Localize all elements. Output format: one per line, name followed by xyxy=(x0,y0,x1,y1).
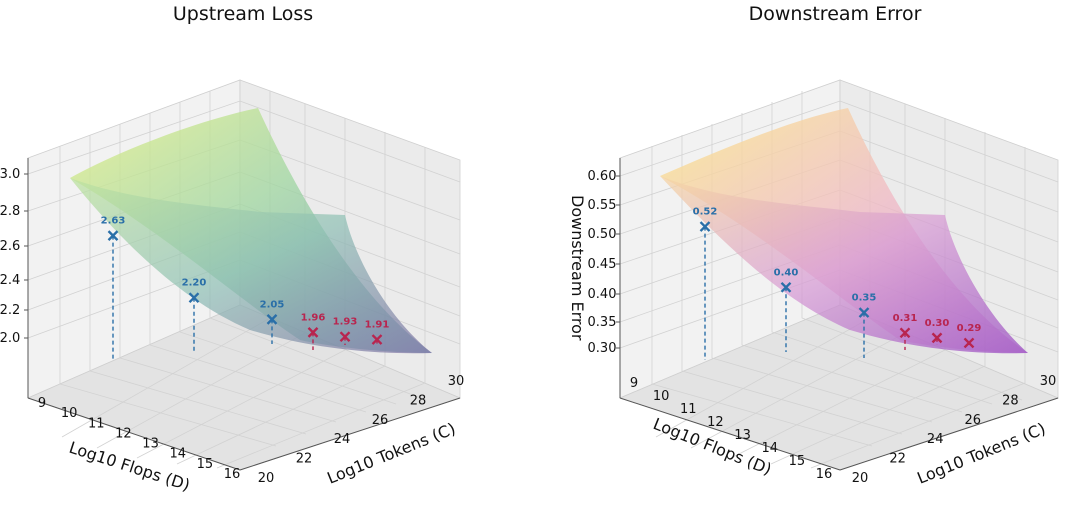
z-tick-label: 0.60 xyxy=(588,169,617,184)
data-label: 0.29 xyxy=(957,323,982,334)
y-tick-label: 24 xyxy=(334,432,351,447)
z-axis-label: Downstream Error xyxy=(568,195,587,341)
chart-title: Upstream Loss xyxy=(173,3,313,25)
data-label: 1.96 xyxy=(301,312,326,323)
z-tick-label: 3.0 xyxy=(0,167,20,182)
data-label: 2.05 xyxy=(260,299,285,310)
data-point-marker xyxy=(371,334,383,345)
x-tick-label: 11 xyxy=(88,416,105,431)
data-label: 1.91 xyxy=(365,320,390,331)
z-tick-label: 0.35 xyxy=(588,315,617,330)
z-tick-label: 2.4 xyxy=(0,273,20,288)
x-axis-line xyxy=(619,397,841,471)
loss-surface-front xyxy=(70,178,432,354)
data-label: 2.20 xyxy=(182,278,207,289)
x-tick-label: 15 xyxy=(197,457,214,472)
z-tick-label: 0.45 xyxy=(588,257,617,272)
z-tick-labels: 0.30 0.35 0.40 0.45 0.50 0.55 0.60 xyxy=(588,169,620,356)
x-tick-label: 16 xyxy=(816,467,833,482)
z-tick-label: 0.30 xyxy=(588,341,617,356)
data-label: 0.52 xyxy=(693,207,718,218)
y-tick-label: 26 xyxy=(965,413,982,428)
y-tick-labels: 20 22 24 26 28 30 xyxy=(852,374,1057,486)
z-tick-labels: 2.0 2.2 2.4 2.6 2.8 3.0 xyxy=(0,167,28,346)
z-tick-label: 0.55 xyxy=(588,198,617,213)
data-point-marker xyxy=(339,331,351,343)
x-tick-label: 13 xyxy=(142,437,159,452)
data-point-marker xyxy=(188,292,200,304)
z-tick-label: 2.8 xyxy=(0,204,20,219)
y-axis-line xyxy=(839,397,1059,471)
y-axis-line xyxy=(239,397,461,471)
data-point-marker xyxy=(858,307,870,318)
data-point-marker xyxy=(931,332,943,344)
data-label: 2.63 xyxy=(101,216,126,227)
downstream-error-panel: Downstream Error xyxy=(568,3,1060,488)
x-tick-labels: 9 10 11 12 13 14 15 16 xyxy=(38,396,240,482)
x-tick-label: 15 xyxy=(789,454,806,469)
z-tick-label: 2.0 xyxy=(0,331,20,346)
data-point-marker xyxy=(963,337,975,349)
x-tick-label: 12 xyxy=(707,415,724,430)
x-tick-label: 12 xyxy=(115,426,132,441)
data-point-marker xyxy=(699,221,711,232)
data-label: 1.93 xyxy=(333,317,358,328)
y-tick-label: 26 xyxy=(372,413,389,428)
x-tick-label: 10 xyxy=(61,406,78,421)
x-tick-labels: 9 10 11 12 13 14 15 16 xyxy=(630,376,832,482)
data-label: 0.30 xyxy=(925,318,950,329)
x-tick-label: 9 xyxy=(630,376,638,391)
x-tick-label: 13 xyxy=(734,428,751,443)
data-label: 0.35 xyxy=(852,293,877,304)
marker-layer: 0.52 0.40 0.35 0.31 0.30 0.29 xyxy=(693,207,982,360)
y-tick-label: 22 xyxy=(889,452,906,467)
x-tick-label: 11 xyxy=(680,402,697,417)
x-tick-label: 10 xyxy=(653,389,670,404)
y-tick-label: 30 xyxy=(448,374,465,389)
marker-layer: 2.63 2.20 2.05 1.96 1.93 1.91 xyxy=(101,216,390,360)
y-tick-label: 28 xyxy=(410,393,427,408)
z-tick-label: 0.50 xyxy=(588,227,617,242)
y-tick-label: 20 xyxy=(852,471,869,486)
y-tick-labels: 20 22 24 26 28 30 xyxy=(258,374,465,486)
y-tick-label: 30 xyxy=(1040,374,1057,389)
z-tick-label: 2.2 xyxy=(0,303,20,318)
data-point-marker xyxy=(899,327,911,339)
z-tick-label: 0.40 xyxy=(588,287,617,302)
x-tick-label: 14 xyxy=(169,447,186,462)
error-surface-front xyxy=(660,176,1028,354)
y-tick-label: 20 xyxy=(258,471,275,486)
y-tick-label: 22 xyxy=(296,452,313,467)
data-label: 0.40 xyxy=(774,267,799,278)
x-tick-label: 16 xyxy=(224,467,241,482)
x-tick-label: 14 xyxy=(761,441,778,456)
chart-title: Downstream Error xyxy=(749,3,922,25)
data-label: 0.31 xyxy=(893,313,918,324)
y-tick-label: 28 xyxy=(1002,393,1019,408)
data-point-marker xyxy=(107,230,119,241)
upstream-loss-panel: Upstream Loss xyxy=(0,3,464,495)
x-axis-line xyxy=(27,397,241,471)
data-point-marker xyxy=(266,313,278,325)
z-tick-label: 2.6 xyxy=(0,239,20,254)
data-point-marker xyxy=(307,326,319,338)
y-tick-label: 24 xyxy=(927,432,944,447)
x-tick-label: 9 xyxy=(38,396,46,411)
data-point-marker xyxy=(780,281,792,293)
